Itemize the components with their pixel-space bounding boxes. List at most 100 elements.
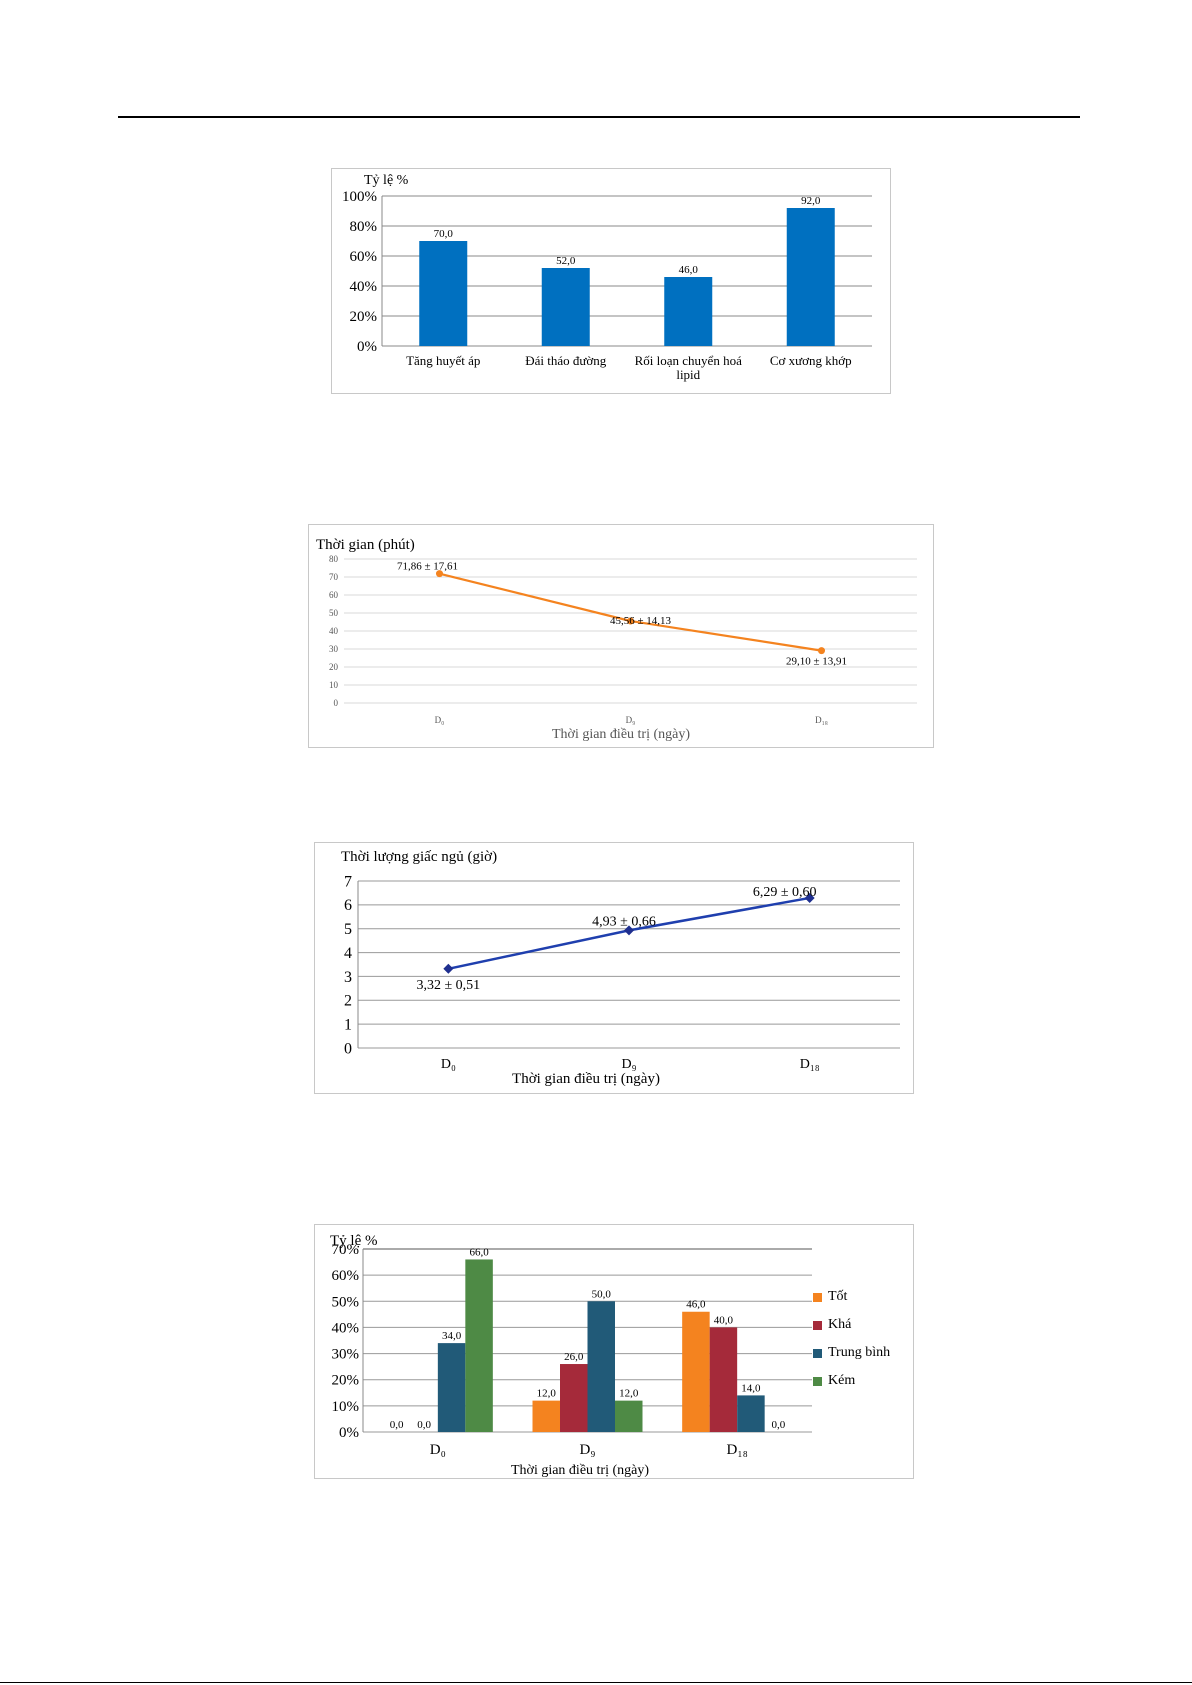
- bar: [615, 1400, 643, 1432]
- data-label: 0,0: [417, 1419, 431, 1431]
- y-tick-label: 0: [334, 698, 339, 708]
- y-tick-label: 20%: [332, 1373, 360, 1389]
- y-tick-label: 70: [329, 572, 339, 582]
- data-point: [818, 647, 825, 655]
- legend-item: Kém: [813, 1367, 890, 1395]
- y-tick-label: 0: [344, 1040, 352, 1057]
- bar: [541, 268, 590, 346]
- y-tick-label: 100%: [342, 189, 377, 205]
- bar: [682, 1311, 710, 1432]
- data-label: 70,0: [434, 228, 454, 240]
- bar: [786, 208, 835, 346]
- data-label: 46,0: [679, 264, 699, 276]
- x-tick-label: D₁₈: [727, 1442, 748, 1458]
- legend-swatch: [813, 1292, 822, 1302]
- y-tick-label: 1: [344, 1016, 352, 1033]
- y-tick-label: 80%: [350, 219, 378, 235]
- legend-item: Khá: [813, 1311, 890, 1339]
- data-label: 34,0: [442, 1330, 462, 1342]
- y-tick-label: 20: [329, 662, 339, 672]
- y-tick-label: 6: [344, 897, 352, 914]
- x-tick-label: D₀: [430, 1442, 446, 1458]
- y-tick-label: 10%: [332, 1399, 360, 1415]
- y-tick-label: 50: [329, 608, 339, 618]
- y-tick-label: 7: [344, 873, 352, 890]
- y-tick-label: 0%: [339, 1425, 359, 1441]
- chart-comorbidities: Tỷ lệ % 0% 20% 40% 60% 80% 100% 70,0 Tăng huyết…: [331, 168, 891, 394]
- y-axis-title: Thời gian (phút): [316, 537, 415, 553]
- x-tick-label: Cơ xương khớp: [770, 353, 852, 368]
- y-tick-label: 60: [329, 590, 339, 600]
- y-tick-label: 80: [329, 554, 339, 564]
- bar: [709, 1327, 738, 1432]
- data-label: 4,93 ± 0,66: [592, 914, 656, 929]
- line-chart-svg: 0 1 2 3 4 5 6 7 3,32 ± 0,51 D₀ 4,93 ± 0,66 D₉ 6,29 ±…: [344, 873, 900, 1072]
- header-rule: [118, 116, 1080, 118]
- data-label: 66,0: [469, 1246, 489, 1258]
- data-label: 12,0: [537, 1388, 557, 1400]
- x-tick-label: D₁₈: [815, 715, 828, 725]
- data-point: [624, 925, 634, 936]
- y-tick-label: 10: [329, 680, 339, 690]
- x-axis-title: Thời gian điều trị (ngày): [512, 1071, 660, 1087]
- y-tick-label: 30%: [332, 1347, 360, 1363]
- chart-sleep-quality: Tỷ lệ % Thời gian điều trị (ngày) 0% 10% 2…: [314, 1224, 914, 1479]
- x-axis-title: Thời gian điều trị (ngày): [551, 727, 691, 742]
- bar: [532, 1400, 560, 1432]
- data-label: 71,86 ± 17,61: [397, 561, 458, 573]
- legend-item: Tốt: [813, 1283, 890, 1311]
- data-label: 52,0: [556, 255, 576, 267]
- y-tick-label: 5: [344, 921, 352, 938]
- y-tick-label: 50%: [332, 1294, 360, 1310]
- y-axis-title: Thời lượng giấc ngủ (giờ): [341, 849, 498, 865]
- data-label: 92,0: [801, 195, 821, 207]
- x-tick-label: D₉: [626, 715, 636, 725]
- legend-label: Khá: [828, 1317, 852, 1332]
- y-tick-label: 2: [344, 993, 352, 1010]
- bar: [587, 1301, 615, 1432]
- footer-rule: [0, 1682, 1192, 1683]
- bar-chart-svg: 0% 20% 40% 60% 80% 100% 70,0 Tăng huyết áp 52,0 Đ…: [342, 189, 872, 382]
- x-tick-label: Đái tháo đường: [525, 353, 607, 368]
- y-tick-label: 60%: [332, 1268, 360, 1284]
- bar: [737, 1395, 765, 1432]
- bar: [465, 1259, 493, 1432]
- chart-sleep-duration: Thời lượng giấc ngủ (giờ) Thời gian điều…: [314, 842, 914, 1094]
- data-label: 3,32 ± 0,51: [416, 978, 480, 993]
- data-label: 26,0: [564, 1351, 584, 1363]
- bar: [664, 277, 713, 346]
- x-tick-label: D₀: [441, 1057, 456, 1072]
- data-label: 40,0: [714, 1314, 734, 1326]
- y-tick-label: 0%: [357, 339, 377, 355]
- legend-label: Trung bình: [828, 1345, 891, 1360]
- data-label: 12,0: [619, 1388, 639, 1400]
- bar: [560, 1364, 588, 1432]
- legend-swatch: [813, 1320, 822, 1330]
- x-tick-label: D₀: [435, 715, 445, 725]
- data-label: 45,56 ± 14,13: [610, 615, 672, 627]
- y-tick-label: 70%: [332, 1242, 360, 1258]
- grouped-bar-chart-svg: 0% 10% 20% 30% 40% 50% 60% 70% 0,0 0,0 34,0 66,0 D₀ 1…: [332, 1242, 812, 1458]
- legend-label: Kém: [828, 1373, 856, 1388]
- line-chart-svg: 0 10 20 30 40 50 60 70 80 71,86 ± 17,61 D₀ 45,56 ± …: [329, 554, 917, 725]
- y-tick-label: 40%: [350, 279, 378, 295]
- y-tick-label: 40%: [332, 1320, 360, 1336]
- x-tick-label: D₉: [579, 1442, 595, 1458]
- x-tick-label: Rối loạn chuyển hoá lipid: [635, 353, 742, 382]
- y-tick-label: 30: [329, 644, 339, 654]
- data-point: [443, 963, 454, 974]
- y-tick-label: 20%: [350, 309, 378, 325]
- y-tick-label: 60%: [350, 249, 378, 265]
- data-point: [804, 892, 815, 903]
- y-tick-label: 4: [344, 945, 352, 962]
- legend: Tốt Khá Trung bình Kém: [813, 1283, 890, 1395]
- bar: [419, 241, 468, 346]
- data-label: 14,0: [741, 1382, 761, 1394]
- legend-swatch: [813, 1376, 822, 1386]
- data-point: [436, 570, 443, 578]
- x-tick-label: Tăng huyết áp: [406, 353, 480, 368]
- chart-sleep-latency: Thời gian (phút) Thời gian điều trị (ngà…: [308, 524, 934, 748]
- data-label: 0,0: [772, 1419, 786, 1431]
- y-tick-label: 3: [344, 969, 352, 986]
- series-line: [439, 572, 822, 652]
